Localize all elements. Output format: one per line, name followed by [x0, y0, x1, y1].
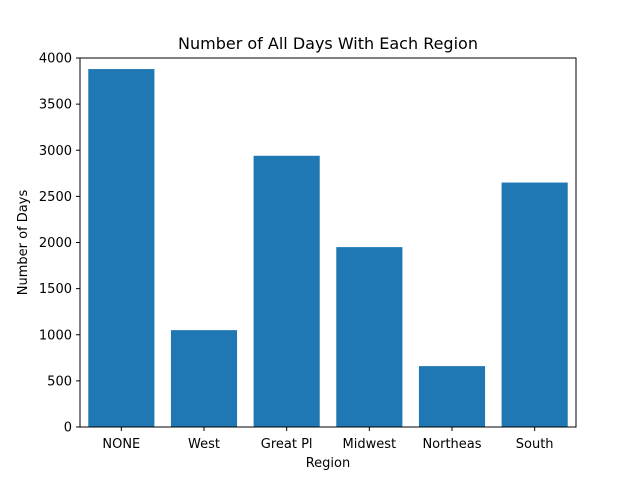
x-tick-label: NONE — [102, 437, 140, 452]
y-tick-label: 2000 — [39, 236, 72, 251]
y-tick-label: 500 — [47, 374, 72, 389]
bar-series — [88, 69, 568, 427]
y-axis-ticks: 0 500 1000 1500 2000 2500 3000 3500 4000 — [39, 52, 80, 436]
bar-northeas — [418, 366, 486, 427]
y-tick-label: 0 — [64, 421, 72, 436]
x-axis-label: Region — [306, 456, 351, 471]
y-tick-label: 3500 — [39, 98, 72, 113]
x-tick-label: West — [188, 437, 220, 452]
y-tick-label: 1500 — [39, 282, 72, 297]
y-tick-label: 1000 — [39, 328, 72, 343]
x-axis-ticks: NONE West Great Pl Midwest Northeas South — [102, 427, 554, 452]
y-tick-label: 2500 — [39, 190, 72, 205]
bar-none — [88, 69, 155, 427]
plot-frame — [79, 57, 577, 428]
bar-west — [170, 330, 238, 427]
bar-south — [501, 182, 568, 427]
x-tick-label: South — [516, 437, 554, 452]
x-tick-label: Great Pl — [261, 437, 313, 452]
chart-title: Number of All Days With Each Region — [178, 34, 478, 53]
y-axis-label: Number of Days — [16, 190, 31, 296]
bar-great-pl — [253, 155, 320, 427]
x-tick-label: Midwest — [343, 437, 397, 452]
y-tick-label: 3000 — [39, 144, 72, 159]
y-tick-label: 4000 — [39, 52, 72, 67]
x-tick-label: Northeas — [422, 437, 481, 452]
bar-midwest — [336, 247, 403, 427]
